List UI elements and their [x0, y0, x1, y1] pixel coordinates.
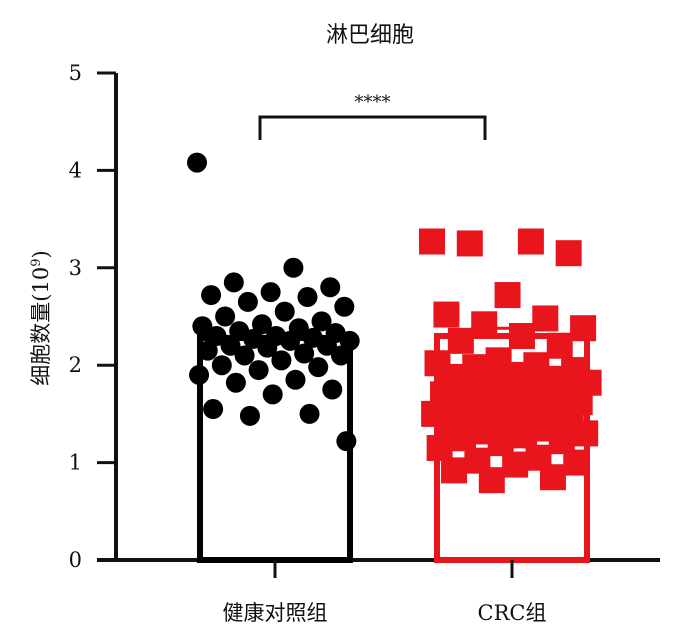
- data-point: [294, 343, 315, 364]
- y-tick-label: 0: [69, 548, 82, 572]
- data-point: [441, 457, 468, 484]
- svg-text:细胞数量(109): 细胞数量(109): [29, 250, 53, 385]
- data-point: [322, 379, 343, 400]
- y-tick-label: 4: [69, 158, 82, 182]
- data-point: [517, 228, 544, 255]
- data-point: [189, 364, 210, 385]
- data-point: [262, 384, 283, 405]
- data-point: [449, 425, 476, 452]
- data-point: [234, 345, 255, 366]
- data-point: [478, 467, 505, 494]
- data-point: [197, 340, 218, 361]
- data-point: [271, 350, 292, 371]
- data-point: [285, 369, 306, 390]
- data-point: [447, 327, 474, 354]
- data-point: [456, 230, 483, 257]
- data-point: [260, 282, 281, 303]
- data-point: [494, 282, 521, 309]
- x-tick-label: CRC组: [478, 601, 547, 625]
- data-point: [297, 287, 318, 308]
- data-point: [203, 399, 224, 420]
- data-point: [532, 305, 559, 332]
- bar: [197, 334, 353, 564]
- data-point: [251, 314, 272, 335]
- data-point: [320, 277, 341, 298]
- data-point: [336, 431, 357, 452]
- y-axis-label-exponent: 9: [29, 259, 44, 267]
- data-point: [572, 420, 599, 447]
- y-tick-label: 5: [69, 61, 82, 85]
- y-axis-label-close: ): [29, 250, 53, 258]
- y-axis-label-main: 细胞数量(10: [29, 267, 53, 386]
- data-point: [223, 272, 244, 293]
- data-point: [192, 316, 213, 337]
- x-tick-label: 健康对照组: [223, 601, 328, 625]
- data-point: [220, 335, 241, 356]
- data-point: [201, 285, 222, 306]
- y-tick-label: 1: [69, 451, 82, 475]
- data-point: [225, 372, 246, 393]
- y-axis-label: 细胞数量(109): [29, 250, 53, 385]
- data-point: [555, 240, 582, 267]
- data-point: [211, 355, 232, 376]
- data-point: [563, 449, 590, 476]
- data-point: [502, 451, 529, 478]
- data-point: [308, 357, 329, 378]
- data-point: [419, 228, 445, 255]
- data-point: [187, 152, 207, 173]
- significance-bracket: [258, 115, 487, 140]
- data-point: [539, 464, 566, 491]
- data-point: [426, 434, 453, 461]
- data-point: [237, 291, 258, 312]
- data-point: [508, 322, 535, 349]
- significance-label: ****: [355, 92, 391, 113]
- data-point: [546, 332, 573, 359]
- data-point: [257, 337, 278, 358]
- data-point: [330, 345, 351, 366]
- data-point: [339, 330, 360, 351]
- data-point: [239, 405, 260, 426]
- data-point: [299, 403, 320, 424]
- data-point: [334, 296, 355, 317]
- data-point: [471, 311, 498, 338]
- plot-area: 0 1 2 3 4 5 健康对照组 CRC组 ****: [69, 61, 660, 625]
- data-point: [570, 315, 597, 342]
- data-point: [274, 301, 295, 322]
- data-point: [280, 330, 301, 351]
- data-point: [248, 360, 269, 381]
- data-point: [511, 422, 538, 449]
- y-tick-label: 3: [69, 256, 82, 280]
- data-point: [433, 301, 460, 328]
- data-point: [206, 325, 227, 346]
- y-tick-label: 2: [69, 353, 82, 377]
- data-point: [283, 257, 304, 278]
- data-point: [311, 311, 332, 332]
- data-point: [215, 306, 236, 327]
- chart-title: 淋巴细胞: [326, 23, 414, 48]
- data-point: [316, 335, 337, 356]
